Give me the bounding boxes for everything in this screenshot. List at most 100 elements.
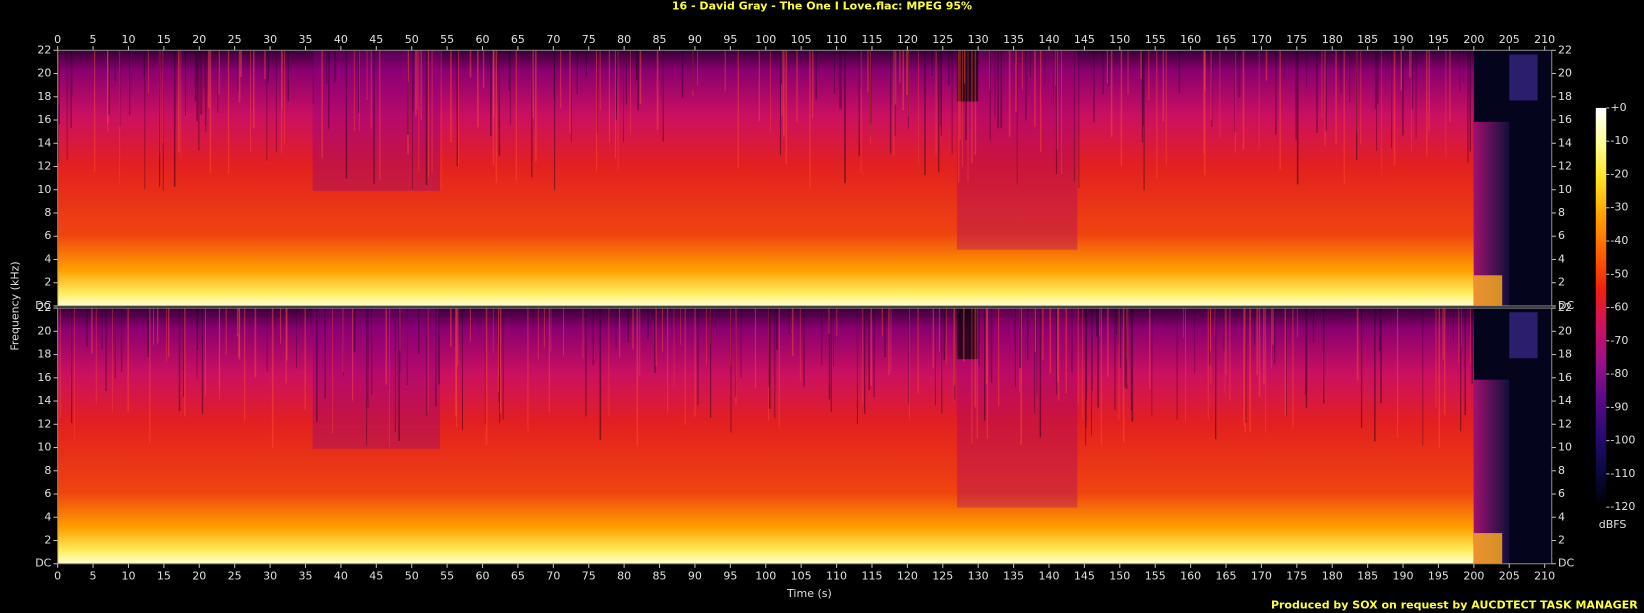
x-tick-label: 145 — [1074, 569, 1095, 582]
x-tick-label: 80 — [617, 33, 631, 46]
y-tick-label: 16 — [1558, 371, 1572, 384]
x-tick-label: 0 — [54, 569, 61, 582]
x-tick-label: 195 — [1428, 33, 1449, 46]
colorbar-tick-label: +0 — [1610, 101, 1626, 114]
y-tick-label: 18 — [37, 348, 51, 361]
y-tick-label: 10 — [37, 441, 51, 454]
colorbar-tick-label: -20 — [1610, 167, 1628, 180]
y-tick-label: 10 — [1558, 441, 1572, 454]
spectrogram — [57, 308, 1474, 564]
x-tick-label: 15 — [157, 33, 171, 46]
colorbar-tick-label: -100 — [1610, 434, 1635, 447]
x-tick-label: 110 — [826, 569, 847, 582]
y-tick-label: 16 — [37, 113, 51, 126]
y-tick-label: 6 — [44, 229, 51, 242]
y-tick-label: 8 — [44, 206, 51, 219]
x-tick-label: 60 — [476, 33, 490, 46]
colorbar-tick-label: -40 — [1610, 234, 1628, 247]
y-tick-label: 20 — [1558, 67, 1572, 80]
y-tick-label: 22 — [1558, 43, 1572, 56]
x-tick-label: 85 — [653, 33, 667, 46]
quiet-region — [312, 308, 441, 449]
x-tick-label: 40 — [334, 33, 348, 46]
x-tick-label: 160 — [1180, 569, 1201, 582]
spectrogram-band — [1509, 312, 1538, 359]
x-tick-label: 100 — [755, 569, 776, 582]
chart-title: 16 - David Gray - The One I Love.flac: M… — [672, 0, 972, 12]
x-tick-label: 10 — [121, 569, 135, 582]
spectrogram-tail-low — [1473, 275, 1503, 306]
y-tick-label: 6 — [1558, 229, 1565, 242]
x-tick-label: 155 — [1145, 569, 1166, 582]
x-tick-label: 185 — [1357, 569, 1378, 582]
x-tick-label: 70 — [546, 569, 560, 582]
x-tick-label: 205 — [1499, 33, 1520, 46]
x-tick-label: 130 — [968, 33, 989, 46]
y-tick-label: 16 — [1558, 113, 1572, 126]
x-tick-label: 75 — [582, 33, 596, 46]
x-tick-label: 210 — [1534, 33, 1555, 46]
y-tick-label: 18 — [37, 90, 51, 103]
y-tick-label: 2 — [44, 534, 51, 547]
y-tick-label: 8 — [1558, 206, 1565, 219]
y-tick-label: 14 — [37, 394, 51, 407]
x-tick-label: 155 — [1145, 33, 1166, 46]
x-tick-label: 140 — [1038, 33, 1059, 46]
x-tick-label: 165 — [1216, 33, 1237, 46]
x-tick-label: 30 — [263, 33, 277, 46]
x-tick-label: 70 — [546, 33, 560, 46]
x-tick-label: 35 — [298, 569, 312, 582]
x-tick-label: 115 — [861, 33, 882, 46]
y-tick-label: 10 — [1558, 183, 1572, 196]
x-tick-label: 135 — [1003, 33, 1024, 46]
x-tick-label: 55 — [440, 569, 454, 582]
y-tick-label: 10 — [37, 183, 51, 196]
colorbar-tick-label: -50 — [1610, 267, 1628, 280]
colorbar-tick-label: -80 — [1610, 367, 1628, 380]
x-tick-label: 205 — [1499, 569, 1520, 582]
x-tick-label: 190 — [1393, 569, 1414, 582]
y-tick-label: 12 — [37, 160, 51, 173]
x-tick-label: 175 — [1286, 33, 1307, 46]
x-tick-label: 5 — [90, 33, 97, 46]
x-tick-label: 0 — [54, 33, 61, 46]
x-tick-label: 85 — [653, 569, 667, 582]
x-tick-label: 30 — [263, 569, 277, 582]
x-tick-label: 105 — [791, 33, 812, 46]
x-tick-label: 95 — [723, 569, 737, 582]
x-tick-label: 200 — [1463, 569, 1484, 582]
x-tick-label: 75 — [582, 569, 596, 582]
x-tick-label: 90 — [688, 33, 702, 46]
y-tick-label: 14 — [1558, 394, 1572, 407]
x-tick-label: 185 — [1357, 33, 1378, 46]
quiet-region — [312, 50, 441, 191]
colorbar-tick-label: -110 — [1610, 467, 1635, 480]
y-tick-label: DC — [35, 299, 51, 312]
x-tick-label: 35 — [298, 33, 312, 46]
y-tick-label: 6 — [44, 487, 51, 500]
panel-frame — [57, 49, 1553, 307]
x-tick-label: 150 — [1109, 569, 1130, 582]
x-tick-label: 15 — [157, 569, 171, 582]
x-tick-label: 130 — [968, 569, 989, 582]
y-tick-label: 6 — [1558, 487, 1565, 500]
x-tick-label: 55 — [440, 33, 454, 46]
x-tick-label: 170 — [1251, 569, 1272, 582]
colorbar-tick-label: -10 — [1610, 134, 1628, 147]
x-axis-label: Time (s) — [786, 587, 832, 600]
spectrogram-tail — [1473, 379, 1510, 564]
y-tick-label: 4 — [44, 510, 51, 523]
x-tick-label: 180 — [1322, 569, 1343, 582]
x-tick-label: 90 — [688, 569, 702, 582]
y-tick-label: 12 — [1558, 417, 1572, 430]
x-tick-label: 180 — [1322, 33, 1343, 46]
x-tick-label: 20 — [192, 33, 206, 46]
x-tick-label: 175 — [1286, 569, 1307, 582]
y-tick-label: 2 — [44, 276, 51, 289]
x-tick-label: 45 — [369, 569, 383, 582]
y-tick-label: 4 — [44, 252, 51, 265]
x-tick-label: 65 — [511, 569, 525, 582]
y-tick-label: 14 — [1558, 136, 1572, 149]
